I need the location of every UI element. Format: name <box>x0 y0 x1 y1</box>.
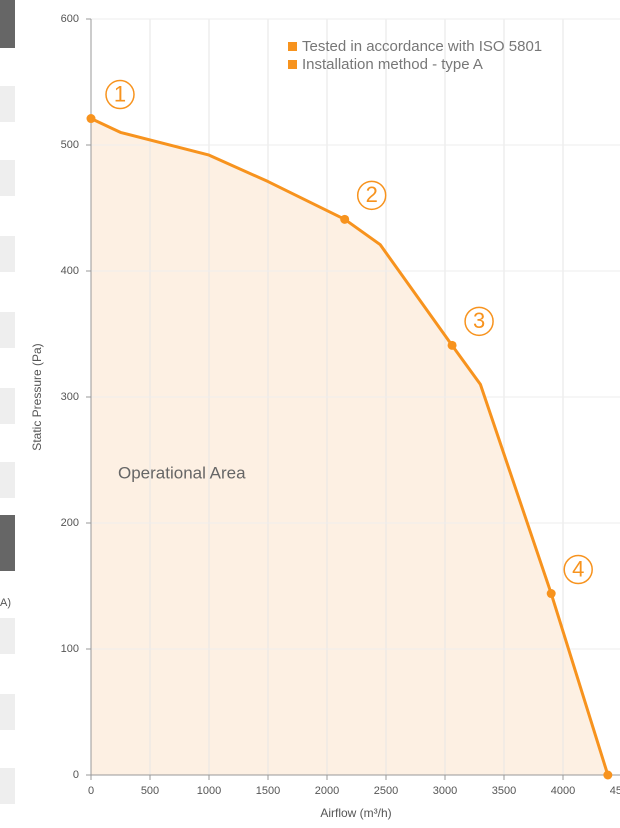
side-panel <box>0 86 15 122</box>
y-tick-label: 300 <box>61 391 79 403</box>
point-badge <box>356 180 387 211</box>
y-tick-label: 500 <box>61 139 79 151</box>
y-tick-label: 600 <box>61 13 79 25</box>
x-tick-label: 4500 <box>610 785 620 797</box>
side-panel <box>0 236 15 272</box>
y-tick-label: 200 <box>61 517 79 529</box>
side-panel <box>0 618 15 654</box>
x-tick-label: 500 <box>141 785 159 797</box>
x-tick-label: 2000 <box>315 785 339 797</box>
duty-point <box>603 770 613 780</box>
fan-curve <box>90 117 610 776</box>
legend-label: Tested in accordance with ISO 5801 <box>302 38 542 55</box>
duty-point <box>447 340 457 350</box>
x-tick-label: 3000 <box>433 785 457 797</box>
side-text: A) <box>0 597 11 609</box>
side-panel <box>0 462 15 498</box>
legend-swatch <box>288 60 297 69</box>
side-panel <box>0 388 15 424</box>
side-panel <box>0 515 15 571</box>
y-axis-label: Static Pressure (Pa) <box>30 343 44 450</box>
point-label: 2 <box>366 182 378 207</box>
x-tick-label: 0 <box>88 785 94 797</box>
side-panel <box>0 694 15 730</box>
duty-point <box>86 114 96 124</box>
operational-area <box>91 118 608 776</box>
point-badge <box>563 554 593 585</box>
y-tick-label: 400 <box>61 265 79 277</box>
y-tick-label: 0 <box>73 769 79 781</box>
y-tick-label: 100 <box>61 643 79 655</box>
side-panel <box>0 768 15 804</box>
point-label: 4 <box>572 556 584 581</box>
point-label: 1 <box>114 81 126 106</box>
x-tick-label: 1500 <box>256 785 280 797</box>
point-badge <box>464 306 494 337</box>
x-tick-label: 1000 <box>197 785 221 797</box>
point-badge <box>105 79 135 110</box>
annotation: Operational Area <box>118 463 246 482</box>
x-tick-label: 2500 <box>374 785 398 797</box>
side-panel <box>0 312 15 348</box>
legend-label: Installation method - type A <box>302 56 483 73</box>
duty-point <box>546 589 556 599</box>
x-axis-label: Airflow (m³/h) <box>320 806 391 820</box>
side-panel <box>0 160 15 196</box>
legend-swatch <box>288 42 297 51</box>
point-label: 3 <box>473 308 485 333</box>
side-panel <box>0 0 15 48</box>
duty-point <box>340 214 350 224</box>
x-tick-label: 4000 <box>551 785 575 797</box>
x-tick-label: 3500 <box>492 785 516 797</box>
